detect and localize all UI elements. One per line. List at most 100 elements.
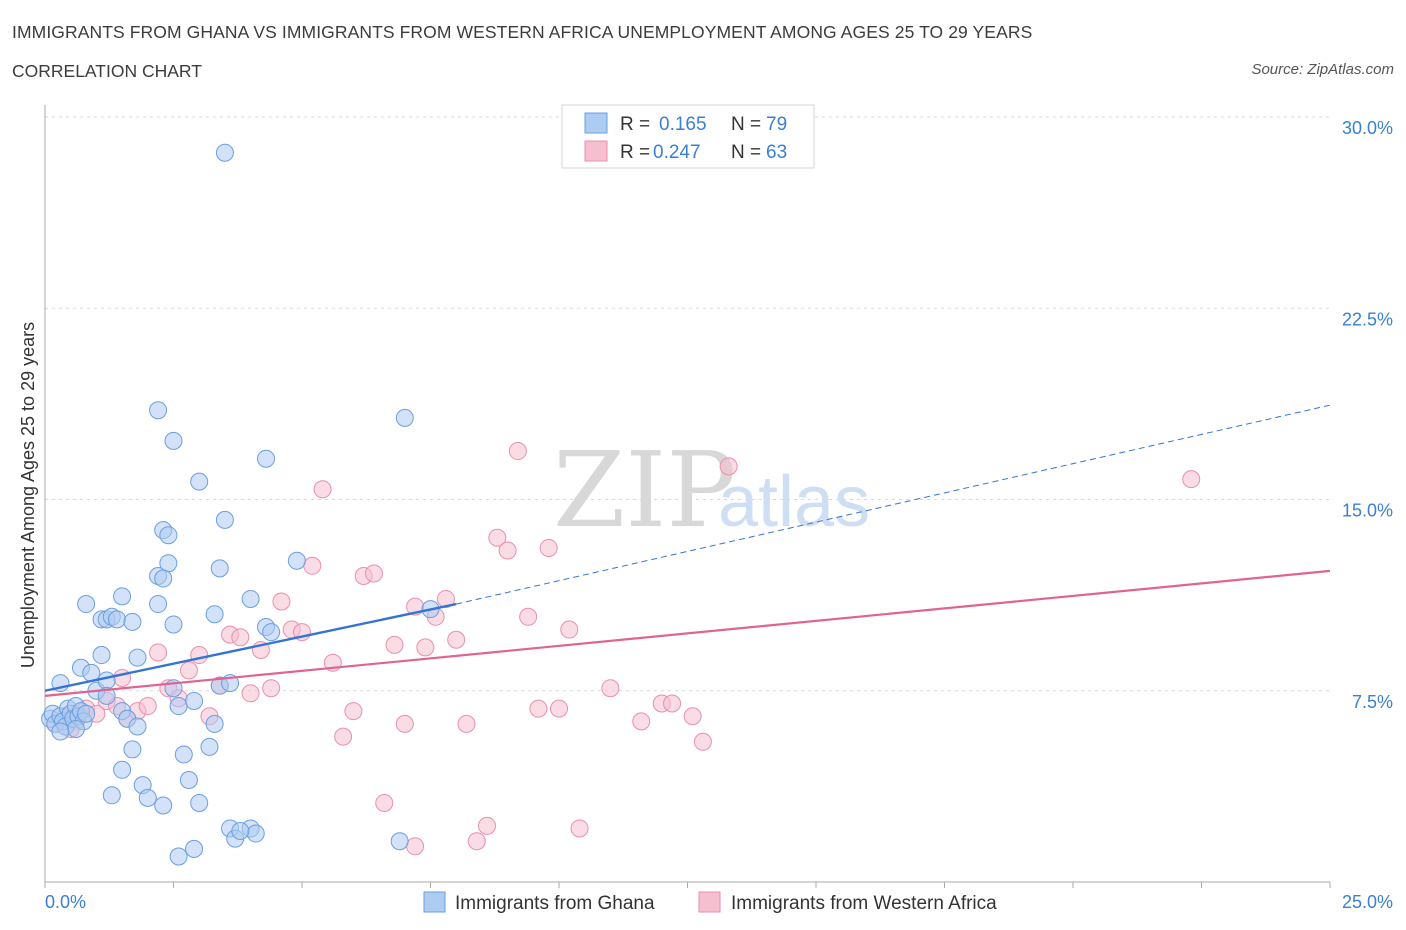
point-western-africa-46 <box>519 607 538 626</box>
point-western-africa-62 <box>406 837 425 856</box>
point-ghana-42 <box>164 431 183 450</box>
point-ghana-13 <box>77 704 96 723</box>
point-western-africa-22 <box>272 592 291 611</box>
point-western-africa-28 <box>334 727 353 746</box>
y-tick-label-1: 15.0% <box>1342 501 1393 521</box>
point-western-africa-36 <box>416 638 435 657</box>
point-ghana-53 <box>138 788 157 807</box>
source-note: Source: ZipAtlas.com <box>1251 61 1394 78</box>
point-ghana-60 <box>215 510 234 529</box>
point-ghana-28 <box>97 686 116 705</box>
point-western-africa-53 <box>632 712 651 731</box>
point-western-africa-55 <box>663 694 682 713</box>
point-western-africa-9 <box>138 697 157 716</box>
point-western-africa-40 <box>457 714 476 733</box>
point-ghana-49 <box>174 745 193 764</box>
y-axis-label: Unemployment Among Ages 25 to 29 years <box>18 322 38 668</box>
point-western-africa-31 <box>364 564 383 583</box>
point-western-africa-58 <box>719 457 738 476</box>
point-ghana-61 <box>205 605 224 624</box>
point-ghana-56 <box>190 793 209 812</box>
point-ghana-67 <box>262 623 281 642</box>
legend-n-label-ghana: N = <box>731 114 761 135</box>
point-ghana-78 <box>231 822 250 840</box>
point-western-africa-34 <box>395 714 414 733</box>
watermark-atlas: atlas <box>718 462 870 542</box>
point-western-africa-26 <box>313 480 332 499</box>
series-ghana <box>41 143 440 866</box>
point-western-africa-21 <box>262 679 281 698</box>
x-tick-label-0: 0.0% <box>45 892 86 912</box>
point-western-africa-10 <box>149 643 168 662</box>
point-ghana-43 <box>190 472 209 491</box>
point-ghana-40 <box>159 526 178 545</box>
point-ghana-65 <box>241 589 260 608</box>
point-ghana-77 <box>246 824 265 843</box>
point-western-africa-52 <box>601 679 620 698</box>
point-ghana-70 <box>215 143 234 162</box>
point-western-africa-38 <box>436 589 455 608</box>
legend-swatch-ghana <box>584 112 608 134</box>
point-ghana-68 <box>257 449 276 468</box>
point-ghana-27 <box>128 648 147 667</box>
y-tick-label-3: 30.0% <box>1342 118 1393 138</box>
point-ghana-25 <box>113 587 132 606</box>
point-ghana-46 <box>185 691 204 710</box>
point-western-africa-45 <box>508 442 527 461</box>
point-western-africa-44 <box>498 541 517 560</box>
point-western-africa-43 <box>488 528 507 547</box>
point-western-africa-56 <box>683 707 702 726</box>
point-western-africa-39 <box>447 630 466 649</box>
point-western-africa-32 <box>375 793 394 812</box>
tick-labels: 7.5% 15.0% 22.5% 30.0% 0.0% 25.0% <box>45 118 1393 912</box>
point-western-africa-25 <box>303 556 322 575</box>
point-western-africa-42 <box>478 816 497 835</box>
legend-r-label-ghana: R = <box>620 114 650 135</box>
y-tick-label-2: 22.5% <box>1342 309 1393 329</box>
point-western-africa-50 <box>560 620 579 639</box>
point-ghana-19 <box>97 671 116 690</box>
bottom-legend-label-western-africa: Immigrants from Western Africa <box>731 893 997 914</box>
point-ghana-54 <box>154 796 173 815</box>
point-western-africa-59 <box>1182 470 1201 489</box>
point-ghana-48 <box>179 771 198 789</box>
gridlines <box>45 116 1330 692</box>
point-western-africa-13 <box>179 661 198 680</box>
legend-n-value-western-africa: 63 <box>766 142 787 163</box>
point-ghana-38 <box>164 615 183 634</box>
point-ghana-58 <box>185 839 204 858</box>
point-ghana-59 <box>210 559 229 578</box>
legend-n-label-western-africa: N = <box>731 142 761 163</box>
point-western-africa-51 <box>570 819 589 838</box>
point-ghana-64 <box>205 714 224 733</box>
point-western-africa-14 <box>190 646 209 665</box>
point-ghana-20 <box>77 595 96 614</box>
point-western-africa-49 <box>550 699 568 718</box>
trend-lines <box>44 404 1331 697</box>
point-ghana-18 <box>92 646 111 665</box>
legend-r-value-western-africa: 0.247 <box>653 142 701 163</box>
point-ghana-41 <box>149 401 168 420</box>
point-ghana-26 <box>123 612 142 631</box>
point-western-africa-29 <box>344 702 363 721</box>
legend-r-value-ghana: 0.165 <box>659 114 707 135</box>
point-ghana-71 <box>395 408 414 427</box>
point-ghana-32 <box>66 720 85 738</box>
legend-n-value-ghana: 79 <box>766 114 787 135</box>
chart-title: IMMIGRANTS FROM GHANA VS IMMIGRANTS FROM… <box>12 22 1033 42</box>
trend-line-western-africa <box>44 569 1331 697</box>
point-western-africa-57 <box>693 732 712 751</box>
point-ghana-35 <box>159 554 178 573</box>
point-western-africa-41 <box>467 832 486 851</box>
point-ghana-45 <box>169 697 188 716</box>
series-legend: Immigrants from Ghana Immigrants from We… <box>423 891 997 914</box>
x-tick-label-1: 25.0% <box>1342 892 1393 912</box>
trend-line-ghana <box>44 602 457 692</box>
point-ghana-36 <box>154 569 173 588</box>
point-ghana-50 <box>123 740 142 759</box>
point-ghana-51 <box>113 760 132 779</box>
bottom-legend-label-ghana: Immigrants from Ghana <box>455 893 655 914</box>
legend-r-label-western-africa: R = <box>620 142 650 163</box>
point-ghana-33 <box>51 722 70 741</box>
